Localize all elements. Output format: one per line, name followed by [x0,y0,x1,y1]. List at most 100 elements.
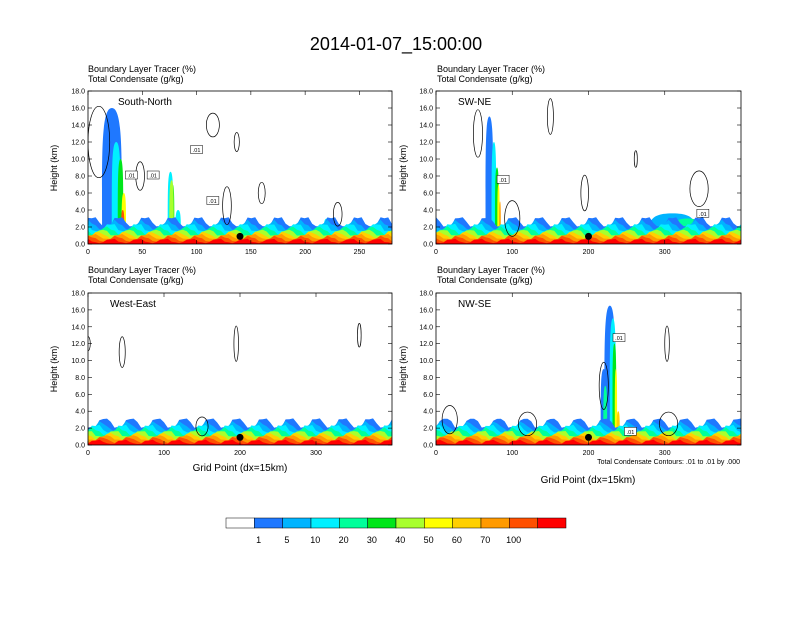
condensate-contour [88,105,111,179]
x-tick-label: 100 [191,249,203,256]
panel-subtitle-1: Boundary Layer Tracer (%) [88,64,196,74]
y-tick-label: 12.0 [419,341,433,348]
x-tick-label: 300 [310,450,322,457]
plot-area-sw-ne: .01 .01 0.0 2.0 4.0 6.0 8.0 10.0 12.0 14.0 16.0 18.… [419,89,742,256]
condensate-contour [633,150,638,168]
panel-south-north: Boundary Layer Tracer (%) Total Condensa… [49,64,393,256]
x-tick-label: 0 [86,450,90,457]
x-axis-label: Grid Point (dx=15km) [193,463,288,474]
plot-content [88,323,392,445]
colorbar-swatch [424,517,453,529]
figure-title: 2014-01-07_15:00:00 [310,34,482,55]
condensate-contour [118,336,126,368]
panel-subtitle-2: Total Condensate (g/kg) [437,275,533,285]
plot-content: .01 .01 [436,98,741,244]
tracer-plume [485,116,494,244]
contour-label: .01 [699,212,707,218]
y-tick-label: 16.0 [71,307,85,314]
colorbar-label: 50 [424,535,434,545]
y-tick-label: 18.0 [71,89,85,96]
contour-label-box [624,427,637,436]
plot-area-nw-se: .01 .01 0.0 2.0 4.0 6.0 8.0 10.0 12.0 14.0 16.0 18.… [419,291,742,457]
section-label: West-East [110,299,156,310]
condensate-contour [689,170,709,207]
location-marker [585,433,592,441]
y-tick-label: 4.0 [75,409,85,416]
contour-label-box [146,170,160,180]
condensate-contour [546,98,554,135]
condensate-contour [580,174,589,212]
colorbar-swatch [310,517,340,529]
colorbar-swatch [282,517,312,529]
contour-note: Total Condensate Contours: .01 to .01 by… [597,459,740,466]
y-tick-label: 6.0 [423,191,433,198]
y-tick-label: 18.0 [71,291,85,298]
colorbar-swatch [480,517,510,529]
condensate-contour [664,325,670,362]
y-tick-label: 18.0 [419,291,433,298]
condensate-contour [504,200,521,237]
y-tick-label: 2.0 [75,225,85,232]
y-tick-label: 6.0 [75,191,85,198]
panel-sw-ne: Boundary Layer Tracer (%) Total Condensa… [398,64,742,256]
y-tick-label: 6.0 [423,392,433,399]
colorbar-label: 40 [395,535,405,545]
y-tick-label: 0.0 [75,242,85,249]
contour-label: .01 [193,148,201,154]
colorbar-swatch [509,517,538,529]
y-tick-label: 16.0 [71,106,85,113]
location-marker [585,232,592,240]
contour-label: .01 [615,336,623,342]
x-tick-label: 300 [659,450,671,457]
plot-area-west-east: 0.0 2.0 4.0 6.0 8.0 10.0 12.0 14.0 16.0 18.0 0 100 2… [71,291,393,457]
colorbar-label: 100 [506,535,521,545]
y-tick-label: 2.0 [423,225,433,232]
x-tick-label: 0 [434,249,438,256]
plot-frame [87,90,393,245]
y-tick-label: 2.0 [423,426,433,433]
y-axis-label: Height (km) [49,145,59,192]
x-tick-label: 0 [86,249,90,256]
condensate-contour [598,361,609,410]
plot-content: .01 .01 .01 .01 [88,105,392,244]
y-tick-label: 4.0 [75,208,85,215]
y-tick-label: 12.0 [71,341,85,348]
condensate-contour [233,325,239,362]
x-tick-label: 250 [354,249,366,256]
y-tick-label: 10.0 [71,358,85,365]
colorbar-swatch [537,517,567,529]
y-tick-label: 8.0 [75,375,85,382]
contour-label: .01 [627,430,635,436]
y-tick-label: 4.0 [423,208,433,215]
colorbar-label: 70 [480,535,490,545]
tracer-band [88,238,392,244]
y-tick-label: 6.0 [75,392,85,399]
colorbar-swatch [225,517,255,529]
plot-content: .01 .01 [436,305,741,445]
plot-frame [435,292,742,446]
colorbar-label: 20 [339,535,349,545]
y-tick-label: 8.0 [75,174,85,181]
y-tick-label: 0.0 [423,242,433,249]
colorbar-swatch [339,517,368,529]
colorbar-label: 1 [256,535,261,545]
x-tick-label: 200 [583,450,595,457]
x-tick-label: 300 [659,249,671,256]
colorbar: 1 5 10 20 30 40 50 60 70 100 [225,517,567,545]
colorbar-swatch [254,517,283,529]
contour-label: .01 [499,178,507,184]
location-marker [236,433,244,441]
colorbar-label: 60 [452,535,462,545]
section-label: NW-SE [458,299,491,310]
condensate-contour [333,202,343,227]
panel-subtitle-1: Boundary Layer Tracer (%) [88,265,196,275]
tracer-plume [614,369,618,445]
x-tick-label: 200 [234,450,246,457]
y-tick-label: 14.0 [71,123,85,130]
contour-label-box [206,196,220,205]
condensate-contour [659,411,679,437]
condensate-contour [233,132,240,152]
x-tick-label: 50 [138,249,146,256]
y-tick-label: 10.0 [419,157,433,164]
